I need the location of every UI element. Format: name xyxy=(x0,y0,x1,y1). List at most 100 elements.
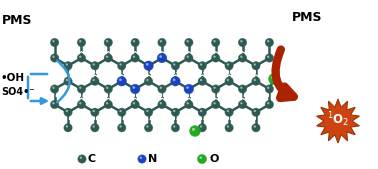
Circle shape xyxy=(78,155,86,163)
Circle shape xyxy=(186,86,189,89)
Circle shape xyxy=(66,110,68,112)
Text: $^1$O$_2$: $^1$O$_2$ xyxy=(327,111,349,129)
Circle shape xyxy=(240,102,243,104)
Circle shape xyxy=(131,38,139,47)
Circle shape xyxy=(50,54,59,62)
Circle shape xyxy=(158,100,166,109)
Circle shape xyxy=(77,54,86,62)
Circle shape xyxy=(267,40,270,42)
Circle shape xyxy=(239,38,247,47)
Circle shape xyxy=(184,84,194,94)
Circle shape xyxy=(139,156,142,159)
Circle shape xyxy=(91,124,99,132)
Circle shape xyxy=(173,125,175,128)
Circle shape xyxy=(64,77,72,86)
Circle shape xyxy=(200,110,202,112)
Text: N: N xyxy=(148,154,157,164)
Circle shape xyxy=(192,128,195,131)
Circle shape xyxy=(186,56,189,58)
Circle shape xyxy=(265,38,274,47)
Circle shape xyxy=(267,87,270,89)
Circle shape xyxy=(184,38,193,47)
Circle shape xyxy=(118,108,126,116)
Circle shape xyxy=(144,124,153,132)
Circle shape xyxy=(265,54,274,62)
Circle shape xyxy=(225,124,233,132)
Circle shape xyxy=(189,126,200,137)
Circle shape xyxy=(79,56,82,58)
Circle shape xyxy=(267,56,270,58)
Circle shape xyxy=(146,110,149,112)
Circle shape xyxy=(66,63,68,66)
Circle shape xyxy=(77,100,86,109)
Circle shape xyxy=(252,62,260,70)
Circle shape xyxy=(212,100,220,109)
Circle shape xyxy=(198,124,206,132)
Circle shape xyxy=(170,76,180,86)
Circle shape xyxy=(131,100,139,109)
Circle shape xyxy=(213,87,216,89)
Circle shape xyxy=(212,85,220,93)
Circle shape xyxy=(200,156,202,159)
Circle shape xyxy=(252,108,260,116)
Circle shape xyxy=(240,56,243,58)
Circle shape xyxy=(239,85,247,93)
Circle shape xyxy=(64,124,72,132)
Circle shape xyxy=(240,40,243,42)
Circle shape xyxy=(239,100,247,109)
Circle shape xyxy=(227,63,229,66)
Text: C: C xyxy=(87,154,95,164)
Circle shape xyxy=(158,38,166,47)
Circle shape xyxy=(133,40,135,42)
Circle shape xyxy=(198,77,206,86)
Circle shape xyxy=(212,38,220,47)
Circle shape xyxy=(138,155,146,163)
Circle shape xyxy=(265,85,274,93)
Circle shape xyxy=(66,79,68,81)
Circle shape xyxy=(91,62,99,70)
Circle shape xyxy=(117,76,127,86)
Circle shape xyxy=(119,78,122,81)
FancyArrowPatch shape xyxy=(57,61,70,102)
Circle shape xyxy=(265,100,274,109)
Circle shape xyxy=(93,110,95,112)
Circle shape xyxy=(106,56,108,58)
Circle shape xyxy=(267,102,270,104)
Circle shape xyxy=(171,124,180,132)
Circle shape xyxy=(225,77,233,86)
Circle shape xyxy=(184,100,193,109)
Circle shape xyxy=(79,40,82,42)
Circle shape xyxy=(133,56,135,58)
Circle shape xyxy=(106,40,108,42)
Circle shape xyxy=(268,74,279,84)
Circle shape xyxy=(79,102,82,104)
Circle shape xyxy=(133,102,135,104)
Circle shape xyxy=(252,124,260,132)
Circle shape xyxy=(106,102,108,104)
Circle shape xyxy=(186,102,189,104)
Text: O: O xyxy=(209,154,218,164)
Circle shape xyxy=(132,86,135,89)
Circle shape xyxy=(106,87,108,89)
Polygon shape xyxy=(316,99,359,143)
Circle shape xyxy=(160,102,162,104)
Circle shape xyxy=(52,87,54,89)
Circle shape xyxy=(213,40,216,42)
Circle shape xyxy=(160,87,162,89)
Circle shape xyxy=(91,77,99,86)
Circle shape xyxy=(213,102,216,104)
Circle shape xyxy=(173,78,175,81)
Circle shape xyxy=(252,77,260,86)
Circle shape xyxy=(171,108,180,116)
Circle shape xyxy=(198,108,206,116)
Circle shape xyxy=(186,40,189,42)
Circle shape xyxy=(93,79,95,81)
Circle shape xyxy=(200,79,202,81)
Circle shape xyxy=(144,77,153,86)
Circle shape xyxy=(239,54,247,62)
Circle shape xyxy=(197,154,207,164)
Circle shape xyxy=(52,102,54,104)
Circle shape xyxy=(50,100,59,109)
Circle shape xyxy=(254,110,256,112)
Circle shape xyxy=(146,125,149,128)
